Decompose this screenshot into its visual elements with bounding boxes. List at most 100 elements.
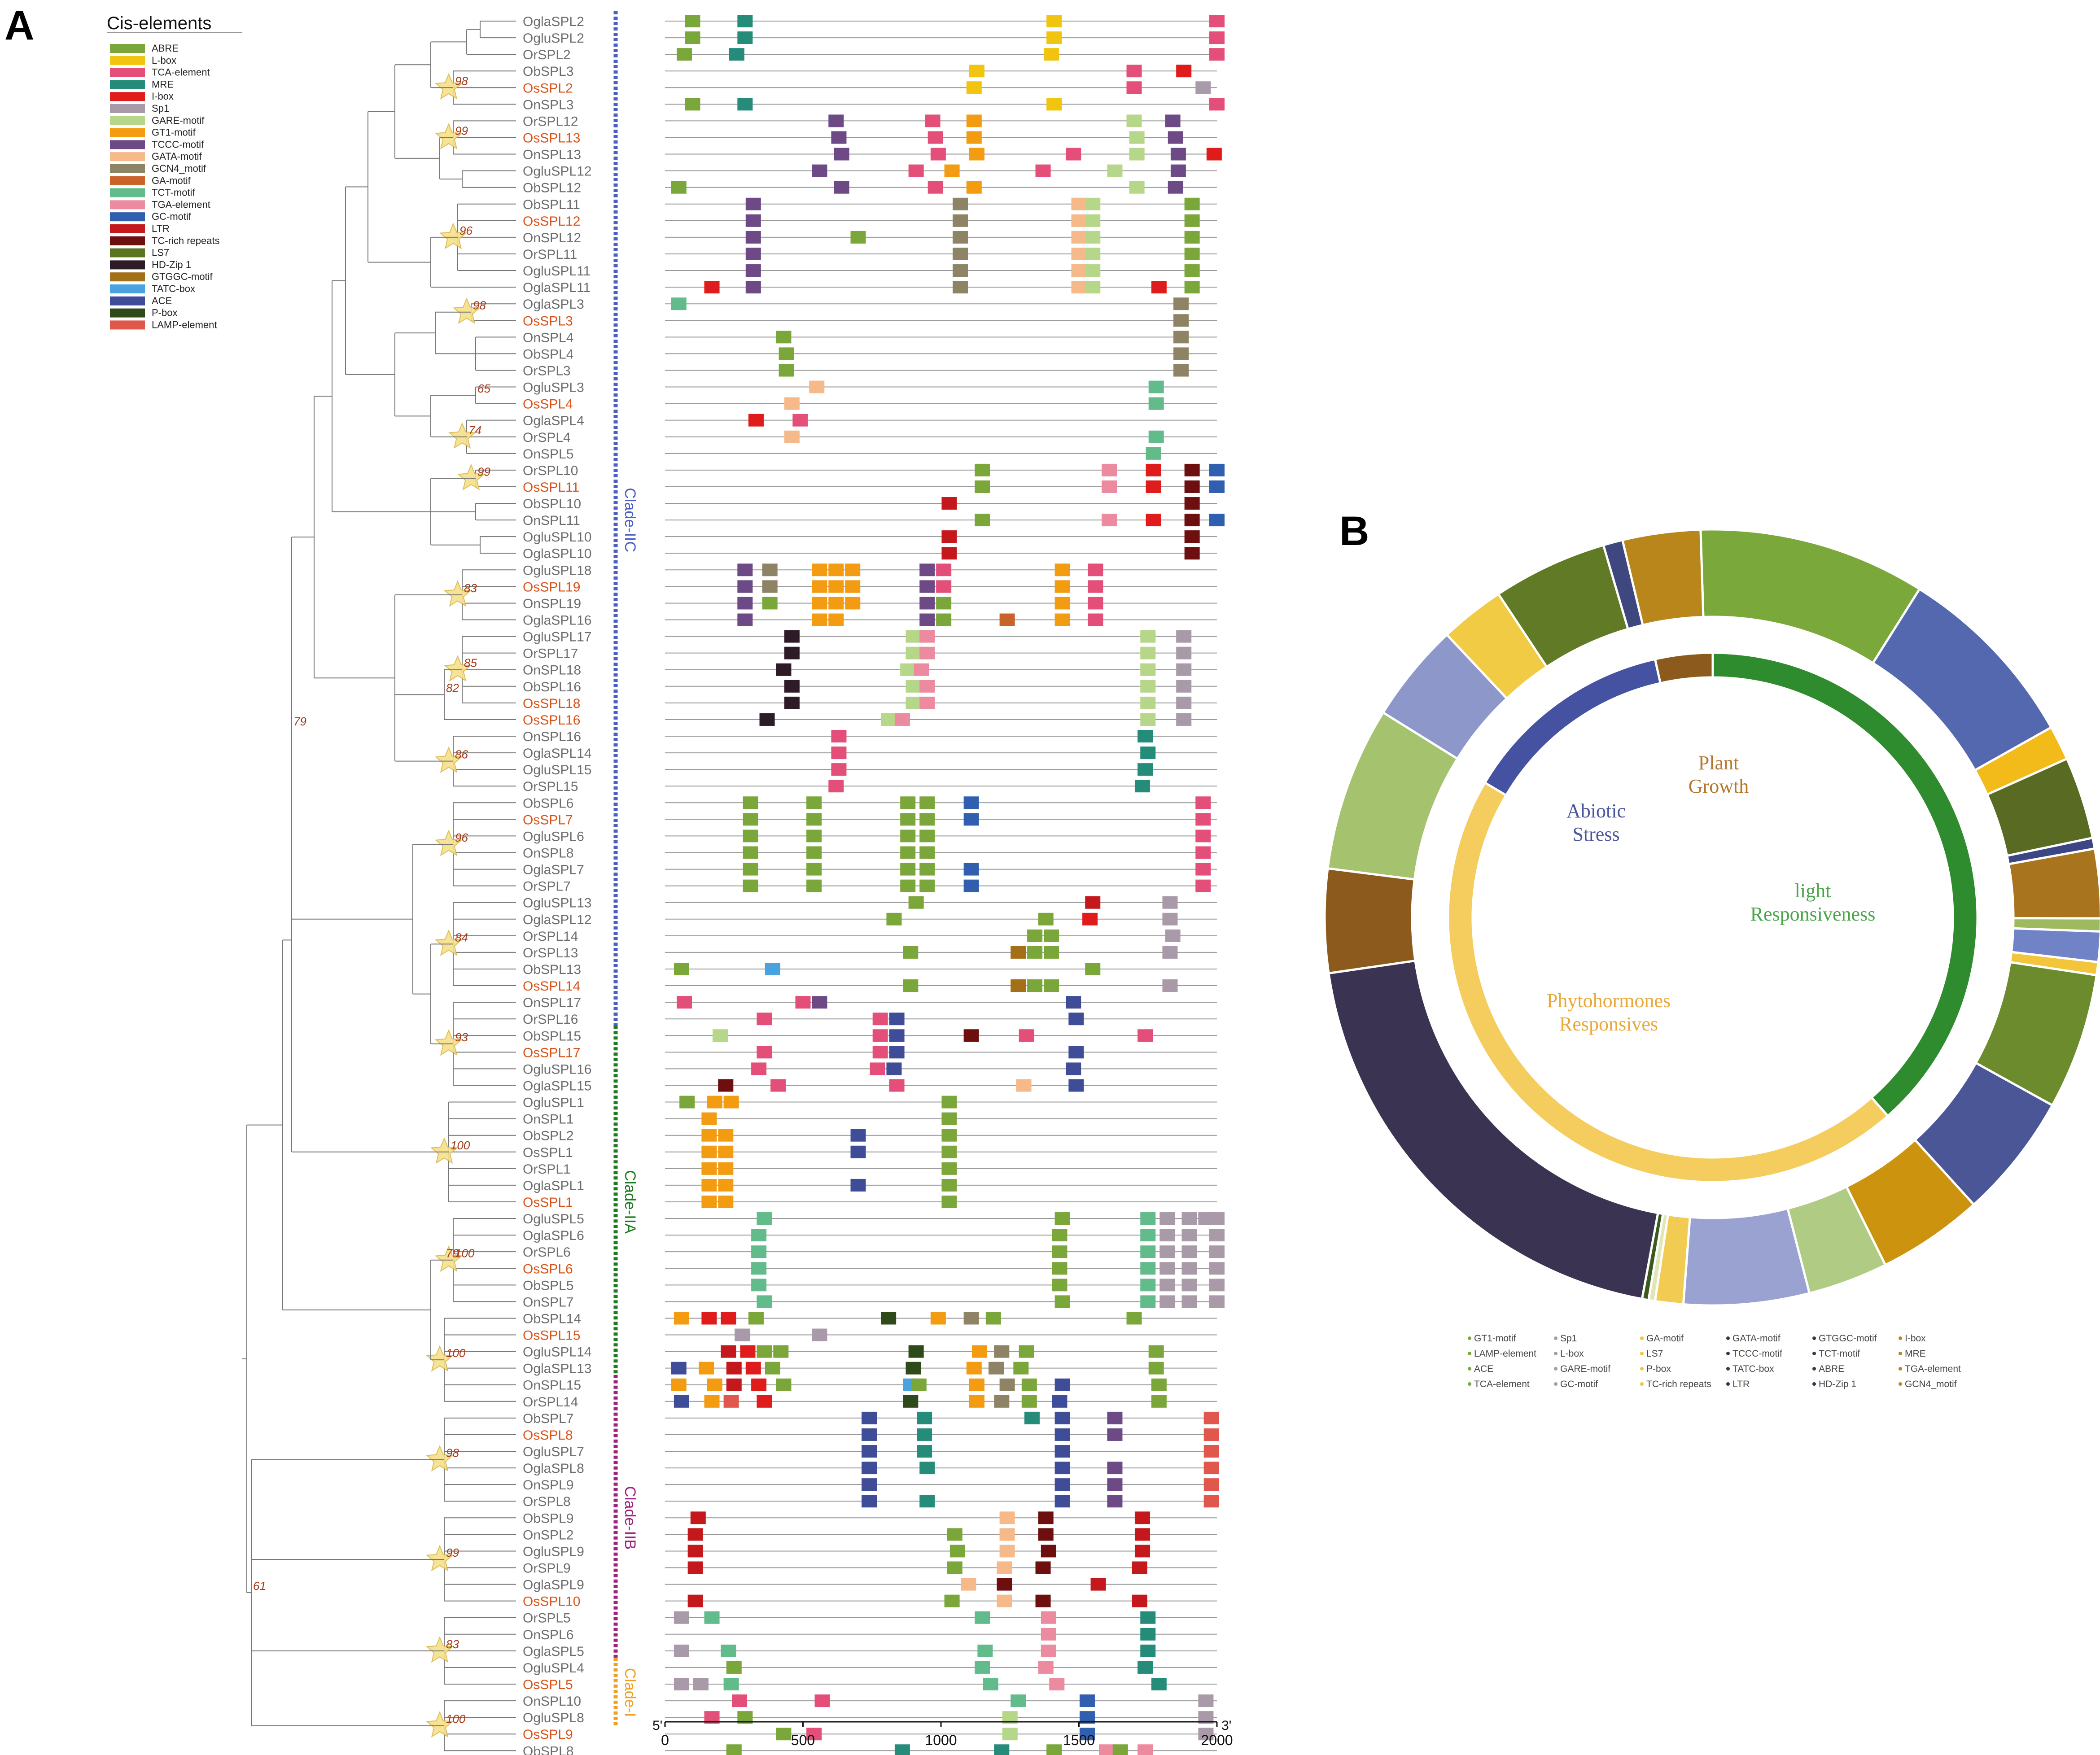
motif-box — [773, 1345, 789, 1358]
motif-box — [677, 48, 692, 61]
motif-box — [975, 480, 990, 493]
gene-label: OsSPL9 — [523, 1727, 573, 1742]
motif-box — [828, 597, 844, 610]
motif-box — [1140, 1279, 1156, 1292]
motif-box — [900, 879, 916, 892]
gene-label: OsSPL5 — [523, 1677, 573, 1692]
motif-box — [969, 65, 984, 78]
motif-box — [1184, 197, 1200, 210]
legend-label: P-box — [152, 307, 177, 319]
motif-box — [1203, 1428, 1219, 1441]
motif-box — [1209, 514, 1225, 527]
motif-box — [1054, 563, 1070, 576]
motif-box — [1146, 463, 1161, 476]
motif-box — [1099, 1744, 1114, 1755]
motif-box — [928, 181, 943, 194]
motif-box — [1181, 1229, 1197, 1242]
motif-box — [906, 680, 921, 693]
motif-box — [941, 530, 957, 543]
motif-box — [1054, 1495, 1070, 1508]
gene-labels: OglaSPL2 OgluSPL2 OrSPL2 ObSPL3 OsSPL2OnSPL3… — [523, 14, 591, 1755]
motif-box — [975, 463, 990, 476]
motif-box — [941, 1096, 957, 1109]
motif-box — [1176, 65, 1192, 78]
motif-box — [704, 1611, 720, 1624]
motif-box — [872, 1029, 888, 1042]
legend-entry: GTGGC-motif — [1819, 1333, 1877, 1344]
motif-box — [963, 813, 979, 826]
motif-box — [721, 1345, 736, 1358]
phylogenetic-tree: 9899969865749983858286968493791001007910… — [242, 21, 516, 1751]
legend-swatch — [110, 284, 145, 293]
motif-box — [1209, 15, 1225, 27]
gene-label: ObSPL6 — [523, 796, 573, 811]
motif-box — [745, 281, 761, 294]
gene-label: OsSPL18 — [523, 696, 580, 711]
category-label: Abiotic Stress — [1566, 800, 1626, 845]
legend-swatch — [110, 80, 145, 89]
gene-label: OrSPL15 — [523, 779, 578, 794]
motif-box — [1107, 1428, 1123, 1441]
gene-label: OglaSPL6 — [523, 1228, 584, 1243]
motif-box — [1184, 547, 1200, 560]
motif-box — [1054, 1212, 1070, 1225]
motif-box — [765, 962, 780, 975]
motif-box — [809, 380, 825, 393]
gene-label: OglaSPL14 — [523, 746, 591, 761]
legend-label: Sp1 — [152, 103, 169, 114]
motif-box — [677, 996, 692, 1009]
gene-label: OsSPL15 — [523, 1328, 580, 1343]
gene-label: OsSPL8 — [523, 1428, 573, 1443]
motif-box — [745, 264, 761, 277]
motif-box — [784, 680, 800, 693]
motif-box — [828, 580, 844, 593]
gene-label: ObSPL10 — [523, 497, 581, 511]
motif-box — [762, 563, 778, 576]
legend-dot — [1899, 1382, 1902, 1386]
motif-box — [737, 580, 753, 593]
motif-box — [1146, 447, 1161, 460]
gene-label: OsSPL2 — [523, 81, 573, 96]
legend-dot — [1726, 1367, 1730, 1371]
motif-box — [1195, 846, 1211, 859]
motif-box — [1054, 597, 1070, 610]
legend-entry: GATA-motif — [1732, 1333, 1781, 1344]
motif-box — [941, 1162, 957, 1175]
gene-label: OnSPL11 — [523, 513, 580, 528]
gene-label: OgluSPL17 — [523, 630, 591, 645]
motif-box — [1148, 1345, 1164, 1358]
motif-box — [671, 1378, 687, 1391]
gene-label: OnSPL19 — [523, 596, 581, 611]
gene-label: OglaSPL16 — [523, 613, 591, 628]
legend-swatch — [110, 44, 145, 53]
motif-box — [806, 846, 822, 859]
gene-label: OgluSPL5 — [523, 1212, 584, 1227]
bootstrap-star-icon — [426, 1545, 454, 1572]
motif-box — [985, 1312, 1001, 1325]
motif-box — [886, 1062, 902, 1075]
motif-box — [1052, 1229, 1068, 1242]
motif-box — [1021, 1395, 1037, 1408]
motif-box — [718, 1129, 734, 1142]
motif-box — [1107, 1478, 1123, 1491]
motif-box — [1173, 297, 1189, 310]
gene-label: ObSPL16 — [523, 680, 581, 694]
bootstrap-star-icon — [426, 1345, 454, 1372]
motif-box — [1085, 197, 1101, 210]
motif-box — [834, 181, 849, 194]
legend-swatch — [110, 272, 145, 282]
bootstrap-star-icon — [435, 929, 463, 956]
gene-label: OgluSPL9 — [523, 1544, 584, 1559]
motif-box — [1209, 1279, 1225, 1292]
motif-box — [1132, 1561, 1147, 1574]
legend-swatch — [110, 260, 145, 270]
motif-box — [831, 763, 847, 776]
legend-entry: HD-Zip 1 — [1819, 1379, 1856, 1389]
motif-box — [1054, 1411, 1070, 1424]
legend-entry: L-box — [1560, 1349, 1584, 1359]
motif-box — [779, 347, 794, 360]
motif-box — [1209, 1229, 1225, 1242]
motif-box — [718, 1145, 734, 1158]
motif-box — [1046, 98, 1062, 111]
legend-label: TC-rich repeats — [152, 235, 220, 246]
